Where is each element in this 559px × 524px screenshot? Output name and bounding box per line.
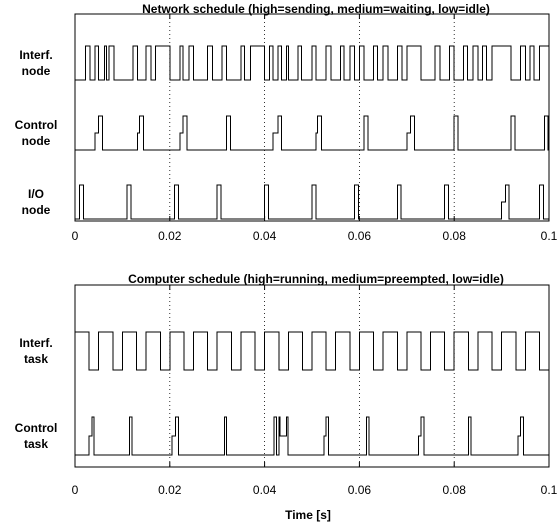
x-tick-label: 0.08	[443, 483, 467, 497]
x-tick-label: 0.06	[348, 229, 372, 243]
series-line	[75, 184, 549, 220]
row-label: Control node	[15, 118, 58, 148]
chart-title: Network schedule (high=sending, medium=w…	[142, 2, 490, 16]
chart-panel-1: 0 0.02 0.04 0.06 0.08 0.1 Network schedule (hi…	[15, 2, 558, 243]
chart-panel-2: 0 0.02 0.04 0.06 0.08 0.1 Computer schedule (h…	[15, 272, 558, 522]
series-line	[74, 331, 549, 371]
series-line	[75, 416, 549, 456]
x-tick-label: 0.04	[253, 229, 277, 243]
row-label-line: node	[22, 203, 51, 217]
x-tick-label: 0.08	[443, 229, 467, 243]
row-label: I/O node	[22, 187, 51, 217]
row-label-line: task	[24, 352, 48, 366]
plot-frame	[74, 284, 550, 468]
x-tick-label: 0.1	[541, 229, 558, 243]
chart-title: Computer schedule (high=running, medium=…	[128, 272, 504, 286]
series-line	[75, 45, 549, 81]
row-label: Interf. task	[19, 336, 52, 366]
x-tick-label: 0	[72, 483, 79, 497]
x-tick-label: 0.04	[253, 483, 277, 497]
row-label-line: Control	[15, 118, 58, 132]
x-axis-label: Time [s]	[285, 508, 331, 522]
x-tick-label: 0.06	[348, 483, 372, 497]
row-label: Interf. node	[19, 48, 52, 78]
x-tick-label: 0	[72, 229, 79, 243]
row-label-line: Interf.	[19, 48, 52, 62]
row-label: Control task	[15, 421, 58, 451]
plot-frame	[74, 13, 550, 222]
x-tick-label: 0.1	[541, 483, 558, 497]
row-label-line: Control	[15, 421, 58, 435]
row-label-line: node	[22, 134, 51, 148]
x-tick-label: 0.02	[158, 483, 182, 497]
x-tick-label: 0.02	[158, 229, 182, 243]
row-label-line: node	[22, 64, 51, 78]
series-line	[75, 115, 549, 151]
row-label-line: Interf.	[19, 336, 52, 350]
row-label-line: task	[24, 437, 48, 451]
row-label-line: I/O	[28, 187, 44, 201]
